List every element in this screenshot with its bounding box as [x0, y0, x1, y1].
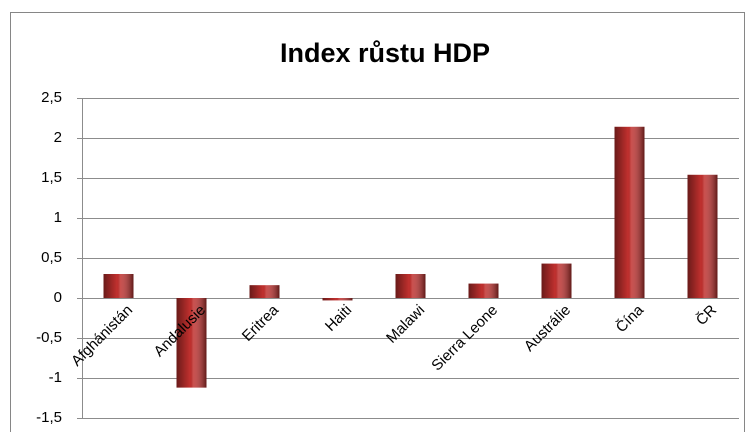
- bar-shading: [687, 174, 718, 298]
- y-tick-label: 1,5: [41, 169, 62, 186]
- y-tick-label: -0,5: [36, 329, 62, 346]
- bar-shading: [249, 285, 280, 298]
- y-tick-label: 2: [54, 129, 62, 146]
- y-tick-label: 0,5: [41, 249, 62, 266]
- bar-shading: [322, 298, 353, 301]
- y-tick-label: 1: [54, 209, 62, 226]
- y-tick-label: 0: [54, 289, 62, 306]
- chart-title: Index růstu HDP: [280, 38, 490, 68]
- bar-shading: [176, 298, 207, 388]
- y-tick-label: 2,5: [41, 89, 62, 106]
- bar-shading: [614, 126, 645, 298]
- bar-shading: [541, 263, 572, 298]
- bar-shading: [468, 283, 499, 298]
- bar-shading: [395, 274, 426, 298]
- bar-shading: [103, 274, 134, 298]
- y-tick-label: -1: [49, 369, 62, 386]
- y-tick-label: -1,5: [36, 409, 62, 426]
